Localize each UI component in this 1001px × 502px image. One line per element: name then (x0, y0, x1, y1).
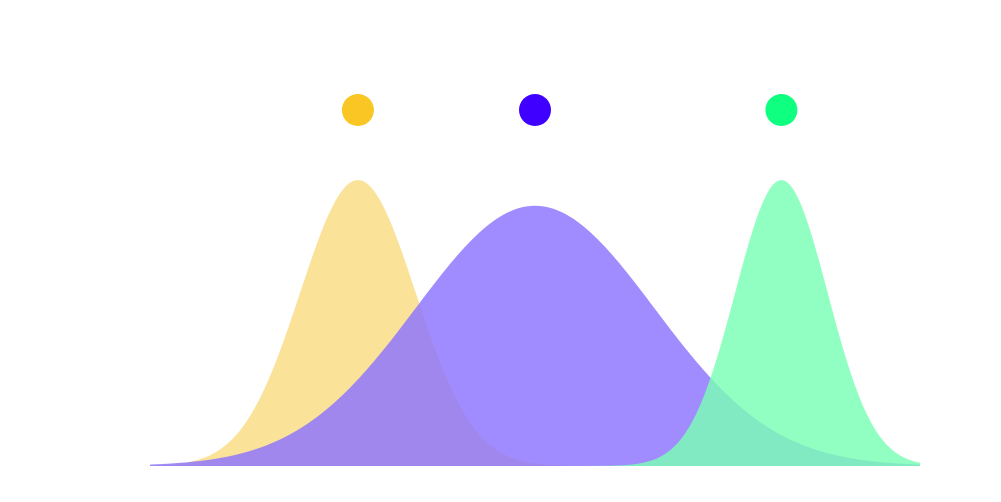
series-areas (150, 180, 920, 466)
legend-marker-1 (341, 94, 374, 126)
legend (341, 94, 798, 126)
legend-marker-2 (519, 94, 551, 126)
series-area-1 (150, 180, 920, 466)
legend-marker-3 (765, 94, 798, 126)
series-area-3 (150, 180, 920, 466)
